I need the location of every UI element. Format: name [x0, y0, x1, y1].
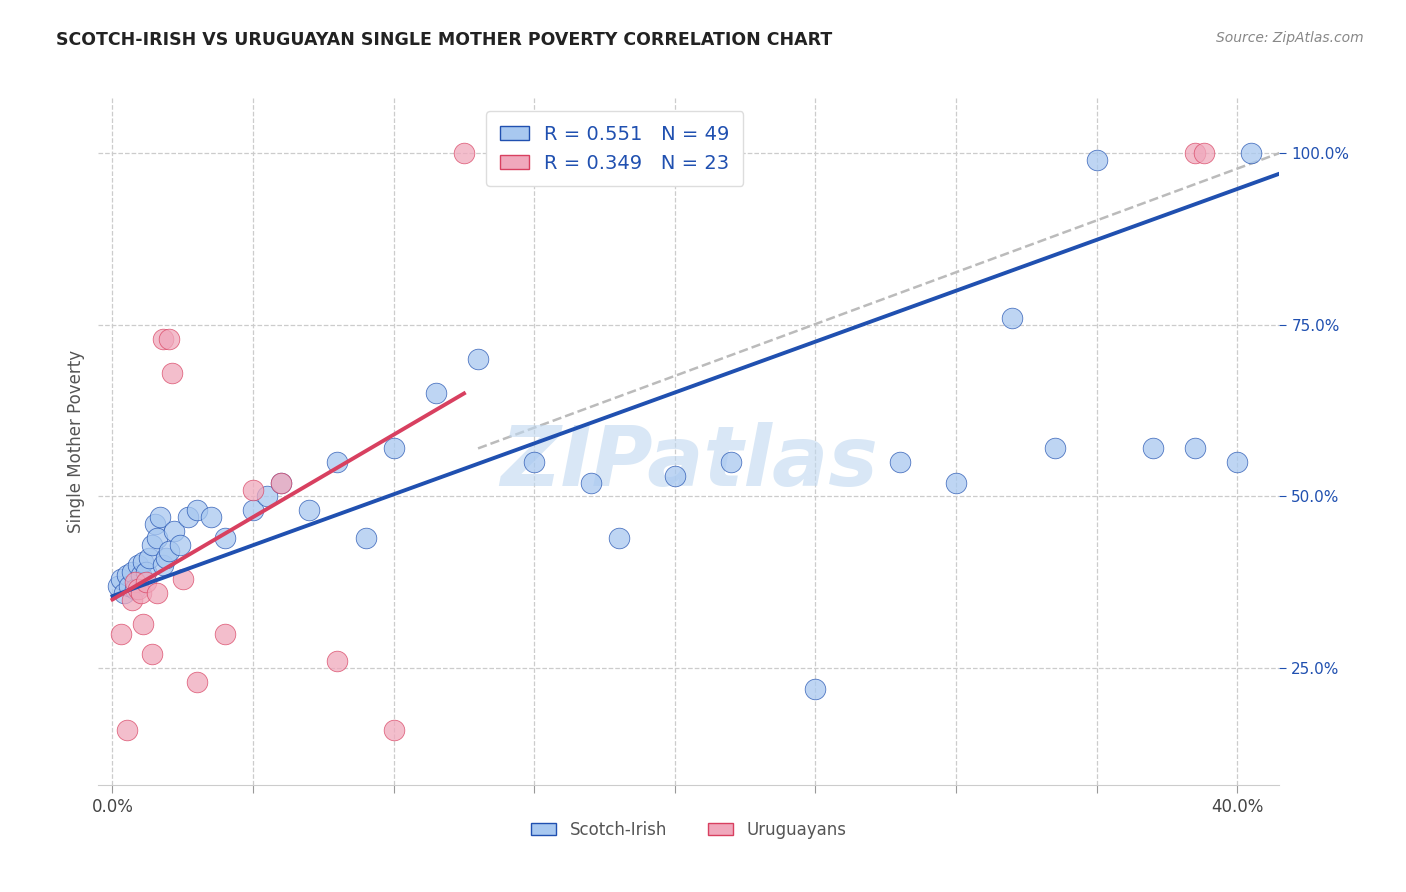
Point: [121, 592, 143, 607]
Point: [169, 537, 191, 551]
Point: [214, 531, 236, 545]
Point: [1001, 310, 1024, 325]
Point: [1192, 146, 1215, 161]
Point: [453, 146, 475, 161]
Point: [155, 551, 177, 566]
Point: [607, 531, 630, 545]
Point: [186, 674, 208, 689]
Point: [115, 568, 138, 582]
Point: [135, 565, 157, 579]
Point: [146, 531, 169, 545]
Point: [200, 510, 222, 524]
Point: [143, 516, 166, 531]
Point: [523, 455, 546, 469]
Point: [382, 723, 405, 737]
Point: [326, 654, 349, 668]
Text: SCOTCH-IRISH VS URUGUAYAN SINGLE MOTHER POVERTY CORRELATION CHART: SCOTCH-IRISH VS URUGUAYAN SINGLE MOTHER …: [56, 31, 832, 49]
Point: [354, 531, 377, 545]
Point: [1043, 442, 1066, 456]
Point: [186, 503, 208, 517]
Point: [1085, 153, 1108, 167]
Point: [141, 648, 163, 662]
Point: [135, 575, 157, 590]
Point: [270, 475, 292, 490]
Point: [129, 568, 152, 582]
Point: [152, 332, 174, 346]
Point: [425, 386, 447, 401]
Point: [1240, 146, 1263, 161]
Point: [110, 627, 132, 641]
Point: [382, 442, 405, 456]
Point: [115, 723, 138, 737]
Point: [1142, 442, 1164, 456]
Point: [804, 681, 827, 696]
Point: [118, 579, 141, 593]
Text: ZIPatlas: ZIPatlas: [501, 422, 877, 503]
Point: [132, 616, 155, 631]
Y-axis label: Single Mother Poverty: Single Mother Poverty: [66, 350, 84, 533]
Point: [579, 475, 602, 490]
Point: [467, 352, 489, 367]
Point: [124, 582, 146, 597]
Point: [1226, 455, 1249, 469]
Point: [1184, 146, 1206, 161]
Point: [326, 455, 349, 469]
Point: [160, 366, 183, 380]
Point: [107, 579, 129, 593]
Point: [141, 537, 163, 551]
Point: [157, 544, 180, 558]
Point: [127, 582, 149, 597]
Point: [664, 469, 686, 483]
Point: [110, 572, 132, 586]
Point: [256, 490, 278, 504]
Text: Source: ZipAtlas.com: Source: ZipAtlas.com: [1216, 31, 1364, 45]
Point: [298, 503, 321, 517]
Point: [146, 585, 169, 599]
Point: [138, 551, 160, 566]
Point: [149, 510, 172, 524]
Point: [242, 483, 264, 497]
Point: [270, 475, 292, 490]
Point: [177, 510, 200, 524]
Point: [242, 503, 264, 517]
Point: [1184, 442, 1206, 456]
Legend: Scotch-Irish, Uruguayans: Scotch-Irish, Uruguayans: [524, 814, 853, 846]
Point: [129, 585, 152, 599]
Point: [127, 558, 149, 573]
Point: [121, 565, 143, 579]
Point: [945, 475, 967, 490]
Point: [163, 524, 186, 538]
Point: [214, 627, 236, 641]
Point: [132, 555, 155, 569]
Point: [152, 558, 174, 573]
Point: [172, 572, 194, 586]
Point: [124, 575, 146, 590]
Point: [889, 455, 911, 469]
Point: [157, 332, 180, 346]
Point: [720, 455, 742, 469]
Point: [112, 585, 135, 599]
